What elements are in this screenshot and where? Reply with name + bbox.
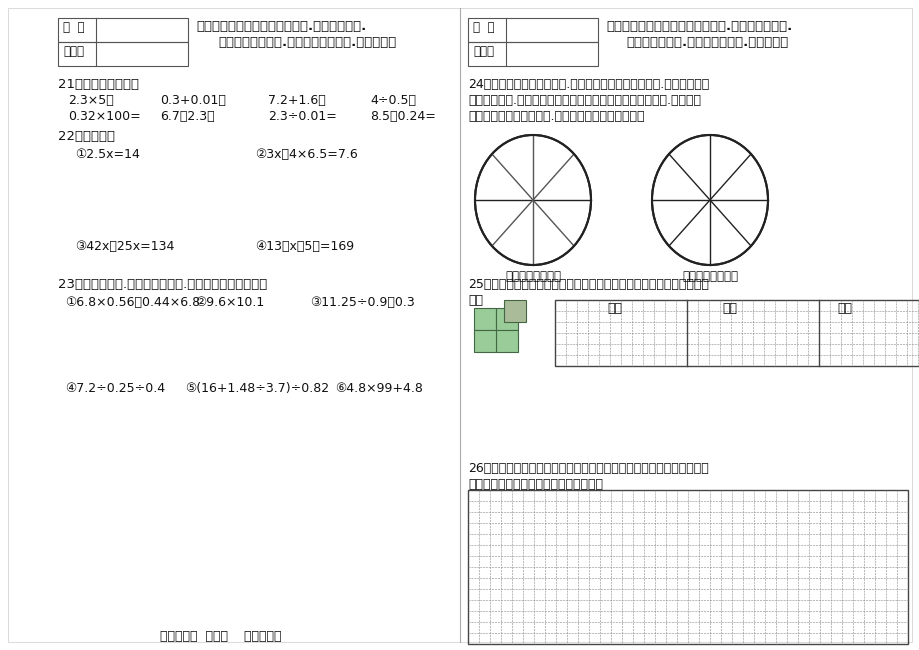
Bar (58, 18, 187, 42)
Text: 形。: 形。 (468, 294, 482, 307)
Text: 26、在下面方格上画出面积等于６平方厘米的平行四边形、三角形和梯: 26、在下面方格上画出面积等于６平方厘米的平行四边形、三角形和梯 (468, 462, 708, 475)
Text: ④7.2÷0.25÷0.4: ④7.2÷0.25÷0.4 (65, 382, 165, 395)
Text: 这样涂游戏最公平: 这样涂游戏最公平 (681, 270, 737, 283)
Bar (554, 300, 919, 366)
Text: 上面: 上面 (607, 302, 622, 315)
Bar (495, 330, 517, 352)
Text: ④13（x＋5）=169: ④13（x＋5）=169 (255, 240, 354, 253)
Text: 得  分: 得 分 (62, 21, 85, 34)
Text: ②3x－4×6.5=7.6: ②3x－4×6.5=7.6 (255, 148, 357, 161)
Text: 2.3÷0.01=: 2.3÷0.01= (267, 110, 336, 123)
Text: 形各一个。（每个方格代表１平方厘米）: 形各一个。（每个方格代表１平方厘米） (468, 478, 602, 491)
Bar (468, 18, 597, 42)
Text: 23、递等式计算.能简算的要简算.并写出主要计算过程。: 23、递等式计算.能简算的要简算.并写出主要计算过程。 (58, 278, 267, 291)
Text: ①6.8×0.56＋0.44×6.8: ①6.8×0.56＋0.44×6.8 (65, 296, 200, 309)
Text: 21、直接写出得数。: 21、直接写出得数。 (58, 78, 139, 91)
Ellipse shape (474, 135, 590, 265)
Text: 0.3+0.01＝: 0.3+0.01＝ (160, 94, 226, 107)
Text: 五、动手操作。（本大题共３小题.第２４小题４分.: 五、动手操作。（本大题共３小题.第２４小题４分. (606, 20, 791, 33)
Text: ⑤(16+1.48÷3.7)÷0.82: ⑤(16+1.48÷3.7)÷0.82 (185, 382, 329, 395)
Text: 四、计算题。（本大题共３小题.第２１题４分.: 四、计算题。（本大题共３小题.第２１题４分. (196, 20, 366, 33)
Text: 4÷0.5＝: 4÷0.5＝ (369, 94, 415, 107)
Text: 22、解方程。: 22、解方程。 (58, 130, 115, 143)
Bar (473, 330, 495, 352)
Text: 左面: 左面 (836, 302, 852, 315)
Ellipse shape (652, 135, 767, 265)
Text: 24、小强和小丽玩转盘游戏.指针停在阴影区域算小强赢.指针停在白色: 24、小强和小丽玩转盘游戏.指针停在阴影区域算小强赢.指针停在白色 (468, 78, 709, 91)
Bar (468, 490, 907, 644)
Text: ②9.6×10.1: ②9.6×10.1 (195, 296, 264, 309)
Bar (58, 42, 187, 66)
Text: 25、在下面方格纸上分别画出从立体图形的上面、正面和左面看到的图: 25、在下面方格纸上分别画出从立体图形的上面、正面和左面看到的图 (468, 278, 709, 291)
Text: ③42x＋25x=134: ③42x＋25x=134 (75, 240, 175, 253)
Bar (504, 300, 526, 322)
Text: 评卷人: 评卷人 (472, 45, 494, 58)
Text: 设计转盘？要想游戏公平.又怎样涂？马上涂一涂吧！: 设计转盘？要想游戏公平.又怎样涂？马上涂一涂吧！ (468, 110, 644, 123)
Text: 0.32×100=: 0.32×100= (68, 110, 141, 123)
Bar (473, 308, 495, 330)
Text: 正面: 正面 (721, 302, 737, 315)
Text: 使强赢的可能性大: 使强赢的可能性大 (505, 270, 561, 283)
Text: 区域算小丽赢.小强想让自己赢的可能性大些。如果你是小强.你会怎样: 区域算小丽赢.小强想让自己赢的可能性大些。如果你是小强.你会怎样 (468, 94, 700, 107)
Text: 得  分: 得 分 (472, 21, 494, 34)
Text: 第２５小题３分.第２６小题３分.共１０分）: 第２５小题３分.第２６小题３分.共１０分） (625, 36, 788, 49)
Text: ③11.25÷0.9－0.3: ③11.25÷0.9－0.3 (310, 296, 414, 309)
Bar (495, 308, 517, 330)
Text: 评卷人: 评卷人 (62, 45, 84, 58)
Text: 6.7－2.3＝: 6.7－2.3＝ (160, 110, 214, 123)
Text: ⑥4.8×99+4.8: ⑥4.8×99+4.8 (335, 382, 423, 395)
Text: 2.3×5＝: 2.3×5＝ (68, 94, 114, 107)
Text: 第２２小题１２分.第２３小题１８分.共３４分）: 第２２小题１２分.第２３小题１８分.共３４分） (218, 36, 396, 49)
Text: 8.5－0.24=: 8.5－0.24= (369, 110, 436, 123)
Text: 7.2+1.6＝: 7.2+1.6＝ (267, 94, 325, 107)
Text: 五年级数学  第３页    （共６页）: 五年级数学 第３页 （共６页） (160, 630, 281, 643)
Bar (468, 42, 597, 66)
Text: ①2.5x=14: ①2.5x=14 (75, 148, 140, 161)
